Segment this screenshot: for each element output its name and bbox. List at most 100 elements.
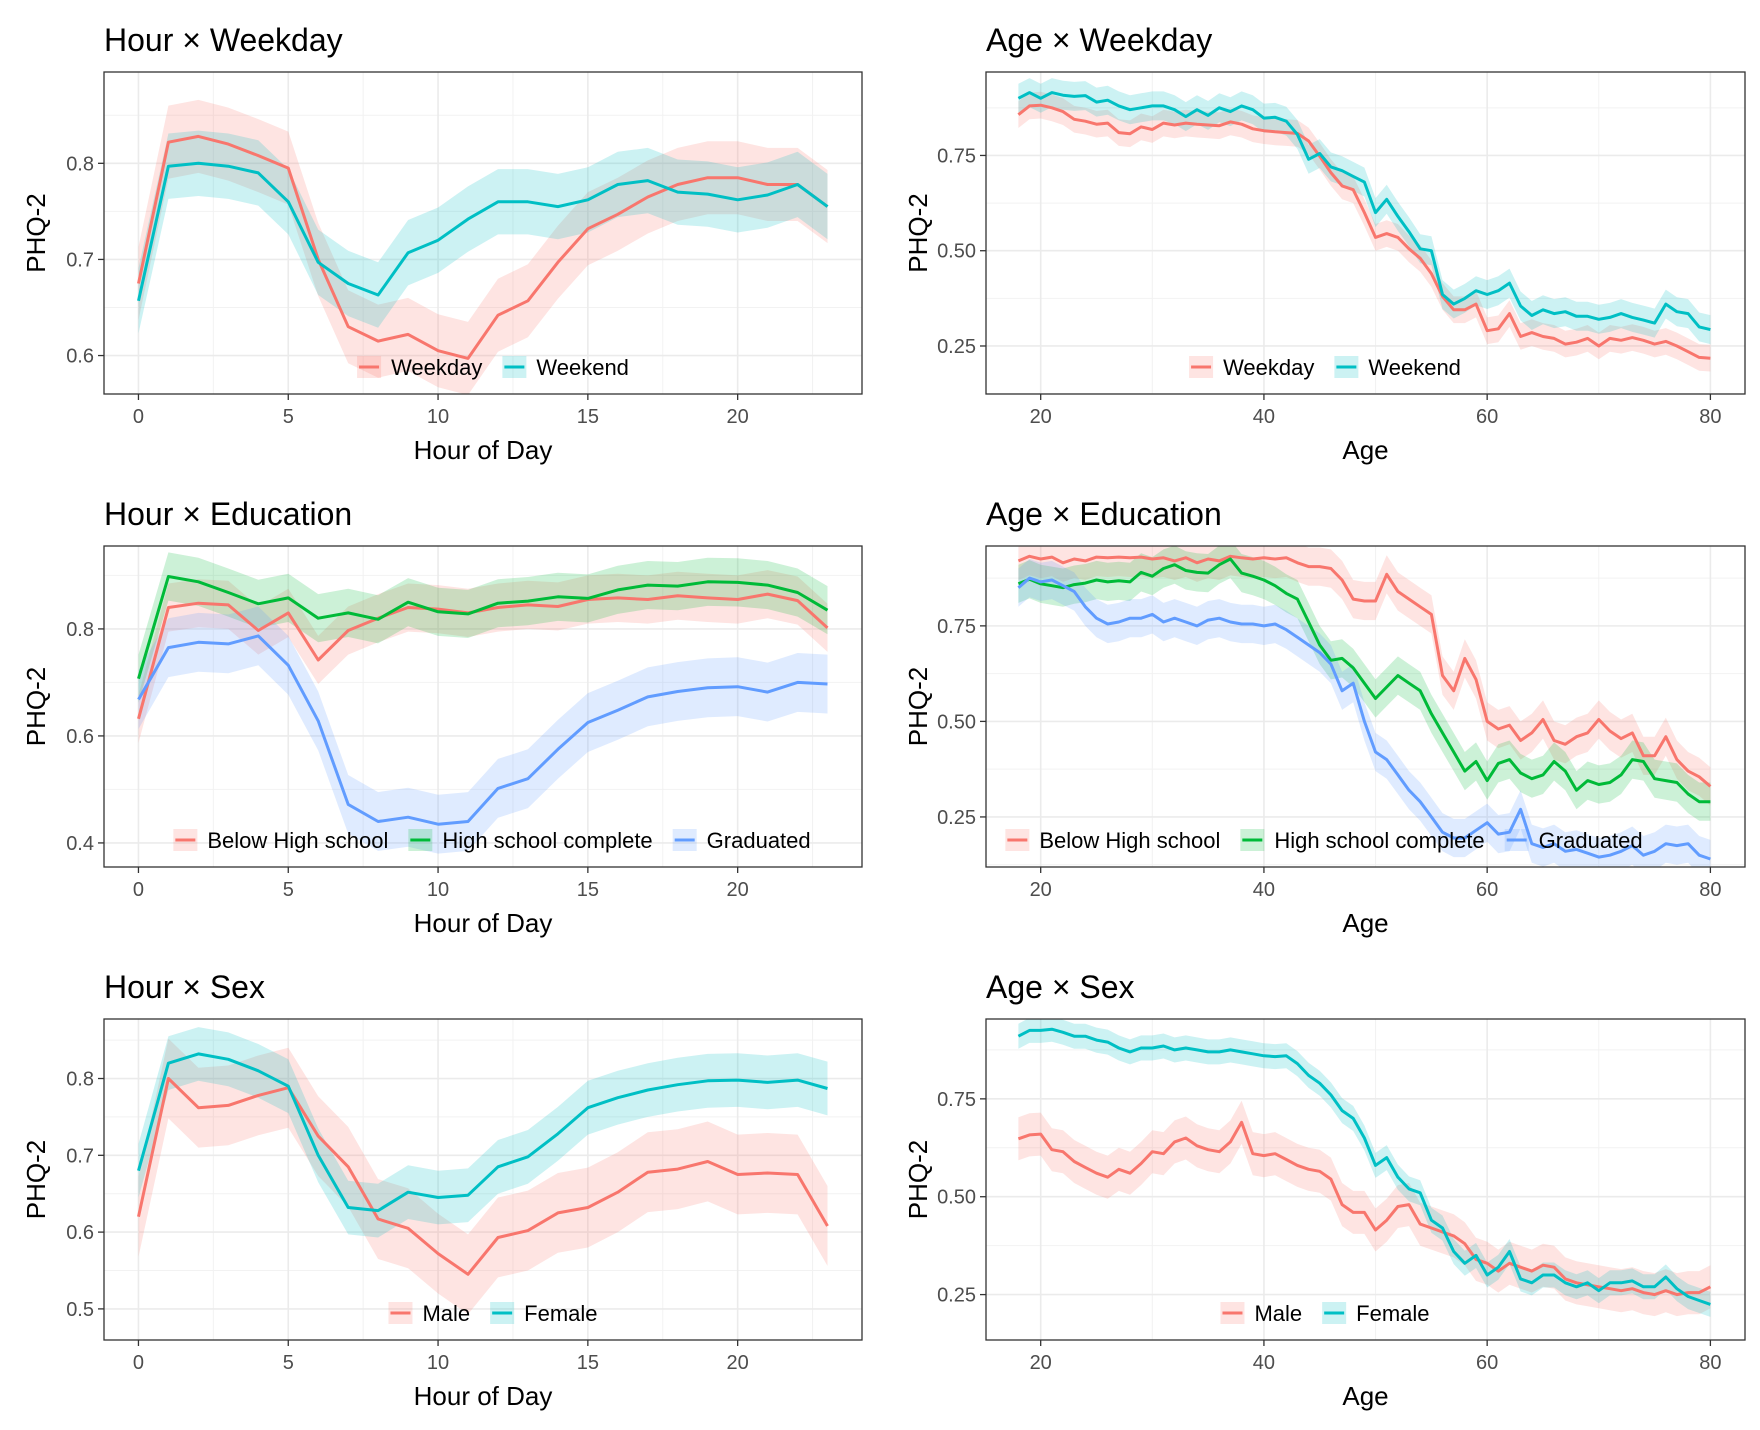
chart-1-xtick-label: 5	[283, 406, 294, 428]
chart-2-ylabel: PHQ-2	[903, 193, 933, 272]
chart-2-title: Age × Weekday	[986, 22, 1212, 58]
chart-3-legend: Below High school High school complete Gra…	[173, 828, 811, 853]
chart-6-ytick-label: 0.75	[937, 1089, 976, 1111]
chart-2-xtick-label: 80	[1699, 406, 1721, 428]
chart-5-xtick-label: 0	[133, 1352, 144, 1374]
chart-3-xtick-label: 5	[283, 879, 294, 901]
chart-3-xtick-label: 0	[133, 879, 144, 901]
chart-3-legend-item-graduated: Graduated	[672, 828, 811, 853]
chart-5-line-female	[137, 1052, 828, 1213]
chart-2-ytick-label: 0.75	[937, 145, 976, 167]
chart-3-panel: Hour × Education 0 5 10 15 20 0.4 0.6 0.8 Hour of…	[21, 496, 863, 938]
chart-2-legend-label: Weekend	[1368, 355, 1461, 380]
chart-2-xtick-label: 60	[1476, 406, 1498, 428]
chart-4-legend-item-high-school-complete: High school complete	[1240, 828, 1485, 853]
chart-2-legend: Weekday Weekend	[1189, 355, 1461, 380]
chart-2-legend-label: Weekday	[1223, 355, 1314, 380]
chart-1-line-weekend	[137, 161, 829, 302]
chart-6-xtick-label: 40	[1253, 1352, 1275, 1374]
chart-6-border	[985, 1018, 1746, 1341]
chart-3-legend-item-below-high-school: Below High school	[173, 828, 388, 853]
chart-6-legend-item-male: Male	[1220, 1301, 1302, 1326]
chart-4-xtick-label: 80	[1699, 879, 1721, 901]
chart-1-ytick-label: 0.7	[66, 249, 94, 271]
chart-3-gridlines	[104, 546, 862, 867]
chart-6-line-female	[1017, 1027, 1711, 1306]
chart-3-ytick-label: 0.4	[66, 833, 94, 855]
chart-4-ribbon-below-high-school	[1018, 546, 1711, 806]
chart-3-xtick-label: 20	[727, 879, 749, 901]
chart-1-panel: Hour × Weekday 0 5 10 15 20 0.6 0.7 0.8 Hour of D…	[21, 22, 863, 465]
chart-1-xtick-label: 15	[577, 406, 599, 428]
chart-2-ribbon-weekend	[1018, 78, 1711, 345]
chart-4-xtick-label: 20	[1030, 879, 1052, 901]
chart-1-ytick-label: 0.8	[66, 153, 94, 175]
chart-3-ribbon-graduated	[138, 606, 828, 854]
chart-6-legend-label: Female	[1356, 1301, 1429, 1326]
chart-5-legend: Male Female	[388, 1301, 598, 1326]
chart-6-title: Age × Sex	[986, 969, 1135, 1005]
chart-5-legend-label: Female	[524, 1301, 597, 1326]
chart-2-ribbon-weekday	[1018, 91, 1711, 372]
chart-1-legend-item-weekend: Weekend	[502, 355, 629, 380]
chart-6-legend-label: Male	[1254, 1301, 1302, 1326]
chart-4-ylabel: PHQ-2	[903, 667, 933, 746]
chart-6-ytick-label: 0.50	[937, 1187, 976, 1209]
chart-3-legend-label: Below High school	[207, 828, 388, 853]
chart-4-panel: Age × Education 20 40 60 80 0.25 0.50 0.75 Age PH…	[903, 496, 1746, 938]
chart-5-ylabel: PHQ-2	[21, 1140, 51, 1219]
chart-4-legend: Below High school High school complete Gra…	[1005, 828, 1643, 853]
chart-6-panel: Age × Sex 20 40 60 80 0.25 0.50 0.75 Age PHQ-2 Mal…	[903, 969, 1746, 1411]
chart-3-ribbon-below-high-school	[138, 570, 828, 743]
chart-1-line-weekday	[137, 134, 829, 360]
chart-4-ribbon-graduated	[1018, 559, 1711, 867]
chart-1-ribbon-weekday	[138, 99, 828, 394]
chart-1-legend-item-weekday: Weekday	[357, 355, 482, 380]
chart-5-ytick-label: 0.6	[66, 1222, 94, 1244]
chart-2-xlabel: Age	[1342, 435, 1388, 465]
chart-3-title: Hour × Education	[104, 496, 352, 532]
chart-4-legend-item-graduated: Graduated	[1504, 828, 1643, 853]
chart-5-gridlines	[104, 1019, 862, 1340]
chart-3-ytick-label: 0.6	[66, 726, 94, 748]
chart-5-legend-item-female: Female	[490, 1301, 598, 1326]
chart-1-xtick-label: 0	[133, 406, 144, 428]
chart-6-ribbon-male	[1018, 1100, 1711, 1317]
chart-3-legend-item-high-school-complete: High school complete	[408, 828, 653, 853]
chart-1-legend: Weekday Weekend	[357, 355, 629, 380]
chart-6-ylabel: PHQ-2	[903, 1140, 933, 1219]
chart-2-line-weekend	[1017, 91, 1711, 332]
chart-5-border	[103, 1018, 863, 1341]
chart-5-xtick-label: 20	[727, 1352, 749, 1374]
chart-4-ytick-label: 0.50	[937, 711, 976, 733]
chart-3-ytick-label: 0.8	[66, 619, 94, 641]
chart-2-ytick-label: 0.50	[937, 241, 976, 263]
chart-5-title: Hour × Sex	[104, 969, 265, 1005]
chart-4-line-graduated	[1017, 576, 1711, 861]
chart-5-xtick-label: 15	[577, 1352, 599, 1374]
chart-3-line-graduated	[137, 634, 828, 826]
chart-3-line-high-school-complete	[137, 575, 829, 680]
chart-2-ytick-label: 0.25	[937, 336, 976, 358]
chart-2-panel: Age × Weekday 20 40 60 80 0.25 0.50 0.75 Age PHQ-…	[903, 22, 1746, 465]
chart-3-ylabel: PHQ-2	[21, 667, 51, 746]
chart-3-border	[103, 545, 863, 868]
chart-3-line-below-high-school	[137, 592, 829, 720]
chart-1-ylabel: PHQ-2	[21, 193, 51, 272]
chart-4-line-below-high-school	[1017, 554, 1712, 788]
chart-1-border	[103, 71, 863, 395]
chart-4-legend-label: Graduated	[1539, 828, 1643, 853]
chart-5-ribbon-female	[138, 1027, 828, 1238]
chart-5-legend-label: Male	[422, 1301, 470, 1326]
chart-5-line-male	[137, 1077, 829, 1276]
chart-5-panel: Hour × Sex 0 5 10 15 20 0.5 0.6 0.7 0.8 Hour of Da…	[21, 969, 863, 1411]
chart-5-ytick-label: 0.8	[66, 1069, 94, 1091]
chart-4-ytick-label: 0.75	[937, 616, 976, 638]
chart-2-data-layer	[1017, 78, 1711, 372]
chart-5-ytick-label: 0.7	[66, 1145, 94, 1167]
chart-5-ytick-label: 0.5	[66, 1299, 94, 1321]
chart-4-ytick-label: 0.25	[937, 807, 976, 829]
chart-3-legend-label: Graduated	[707, 828, 811, 853]
chart-3-xlabel: Hour of Day	[414, 908, 553, 938]
